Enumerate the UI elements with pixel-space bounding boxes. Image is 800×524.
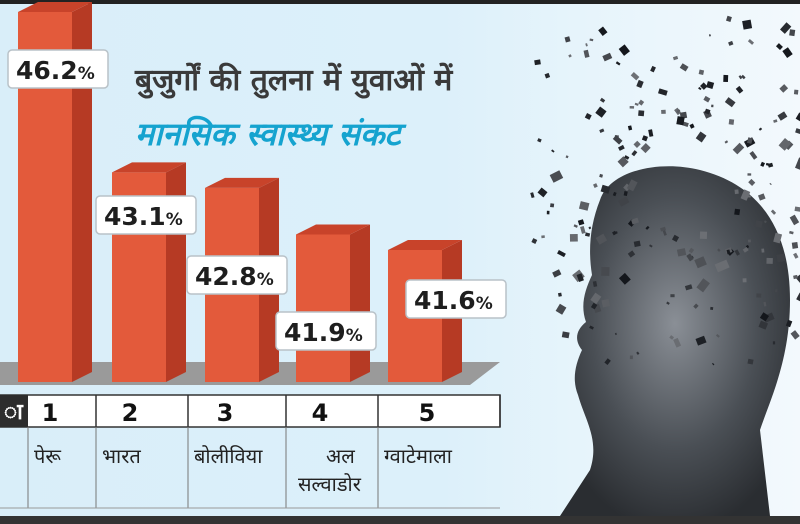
value-label-2: 43.1% (95, 195, 197, 235)
bar-top-1 (18, 2, 92, 12)
value-label-text-1: 46.2% (16, 56, 95, 85)
rank-label-1: 1 (42, 399, 59, 427)
value-label-text-3: 42.8% (195, 262, 274, 291)
bar-4 (296, 224, 370, 382)
category-label-3: बोलीविया (194, 444, 263, 468)
rank-label-5: 5 (419, 399, 436, 427)
rank-table: ा 1 पेरू 2 भारत 3 बोलीविया 4 अल सल्वाडोर 5 ग्वाटेम… (0, 394, 501, 509)
value-label-4: 41.9% (275, 311, 377, 351)
category-label-5: ग्वाटेमाला (384, 444, 453, 468)
bar-top-5 (388, 240, 462, 250)
category-label-4-line2: सल्वाडोर (298, 472, 362, 496)
value-label-1: 46.2% (7, 49, 109, 89)
value-label-3: 42.8% (186, 255, 288, 295)
value-label-text-5: 41.6% (414, 286, 493, 315)
head-fragments (530, 15, 800, 366)
value-label-5: 41.6% (405, 279, 507, 319)
partial-left-label: ा (4, 400, 24, 425)
rank-label-4: 4 (312, 399, 329, 427)
bottom-border (0, 516, 800, 524)
bars-group: 46.2% 43.1% 42.8% 41.9% 41.6% (7, 2, 507, 382)
value-label-text-4: 41.9% (284, 318, 363, 347)
category-label-2: भारत (102, 444, 141, 468)
chart-title: बुजुर्गों की तुलना में युवाओं में (135, 63, 453, 98)
chart-subtitle: मानसिक स्वास्थ्य संकट (135, 115, 401, 153)
fragmenting-head-icon (530, 15, 800, 516)
value-label-text-2: 43.1% (104, 202, 183, 231)
category-label-4-line1: अल (326, 444, 355, 468)
category-label-1: पेरू (34, 444, 61, 468)
bar-top-4 (296, 224, 370, 235)
rank-label-3: 3 (217, 399, 234, 427)
bar-side-4 (350, 224, 370, 382)
bar-top-2 (112, 162, 186, 173)
rank-label-2: 2 (122, 399, 139, 427)
bar-side-1 (72, 2, 92, 382)
bar-top-3 (205, 177, 279, 188)
bar-front-4 (296, 234, 350, 382)
top-border (0, 0, 800, 4)
